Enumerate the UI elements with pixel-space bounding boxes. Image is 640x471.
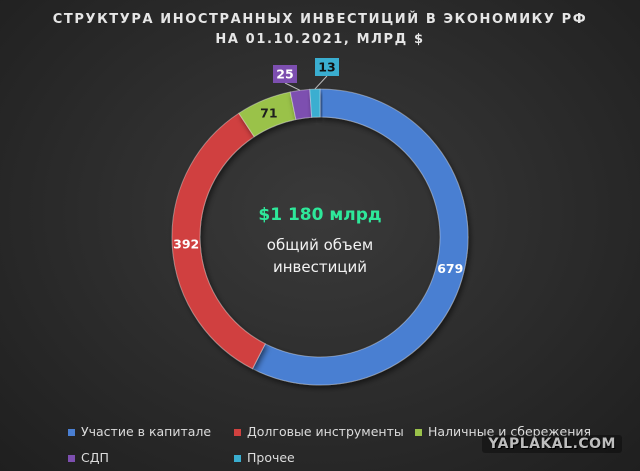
chart-title: СТРУКТУРА ИНОСТРАННЫХ ИНВЕСТИЦИЙ В ЭКОНО…: [0, 10, 640, 50]
data-label-other: 13: [314, 58, 339, 90]
svg-text:13: 13: [318, 60, 335, 75]
legend-label-debt: Долговые инструменты: [247, 424, 404, 439]
donut-slice-equity: [251, 88, 469, 386]
svg-text:25: 25: [276, 67, 293, 82]
legend-label-other: Прочее: [247, 450, 295, 465]
svg-text:71: 71: [260, 106, 277, 121]
legend-swatch-debt: [234, 429, 241, 436]
center-total: $1 180 млрд: [258, 205, 382, 225]
center-caption: общий объем инвестиций: [200, 234, 440, 278]
legend-swatch-cash: [415, 429, 422, 436]
legend-swatch-sdp: [68, 455, 75, 462]
legend-item-sdp: СДП: [68, 450, 109, 465]
data-label-sdp: 25: [273, 65, 301, 91]
legend-item-other: Прочее: [234, 450, 295, 465]
legend-label-cash: Наличные и сбережения: [428, 424, 592, 439]
center-caption-line2: инвестиций: [272, 258, 368, 276]
data-label-debt: 392: [173, 237, 199, 252]
legend-swatch-equity: [68, 429, 75, 436]
svg-text:679: 679: [437, 261, 463, 276]
legend-swatch-other: [234, 455, 241, 462]
chart-title-line1: СТРУКТУРА ИНОСТРАННЫХ ИНВЕСТИЦИЙ В ЭКОНО…: [52, 12, 588, 27]
center-caption-line1: общий объем: [266, 236, 374, 254]
data-label-equity: 679: [437, 261, 463, 276]
data-label-cash: 71: [260, 106, 277, 121]
legend-item-debt: Долговые инструменты: [234, 424, 404, 439]
legend-label-equity: Участие в капитале: [81, 424, 212, 439]
svg-text:392: 392: [173, 237, 199, 252]
watermark: YAPLAKAL.COM: [482, 435, 622, 453]
donut-slice-other: [309, 88, 321, 118]
legend-item-cash: Наличные и сбережения: [415, 424, 591, 439]
legend-label-sdp: СДП: [81, 450, 109, 465]
chart-title-line2: НА 01.10.2021, МЛРД $: [215, 32, 425, 47]
legend-item-equity: Участие в капитале: [68, 424, 211, 439]
